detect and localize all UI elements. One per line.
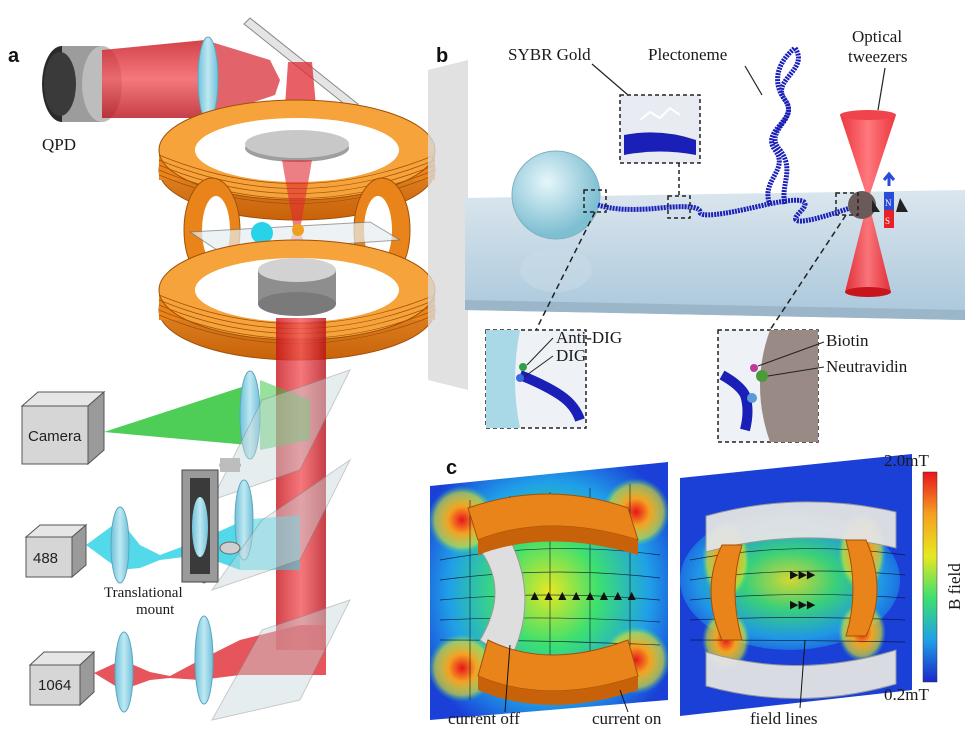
qpd-label: QPD [42,135,76,154]
magnet-north [884,192,894,210]
coil-pair-c-left [467,493,639,705]
lens-1064-1 [114,631,134,713]
fold-mirror [211,599,351,721]
field-lines-label: field lines [750,709,818,728]
lower-coil [158,239,436,361]
camera-beam [104,385,248,445]
camera-box [20,390,106,466]
svg-text:▶▶▶: ▶▶▶ [790,569,816,581]
current-off-label: current off [448,709,520,728]
translational-mount [181,458,241,583]
lens-488-3 [234,479,254,561]
laser-488-box [24,523,88,579]
sybr-zoom-box [667,195,691,219]
magnet-n-label: N [885,198,892,208]
panel-a-letter: a [8,45,20,67]
biotin-zoom-box [835,192,859,216]
lens-1064-2 [194,615,214,705]
coil-pair-c-right-bottom [705,649,897,699]
current-on-label: current on [592,709,662,728]
laser-1064-box [28,650,96,707]
plectoneme [765,44,801,206]
dichroic-mirror-2 [210,458,352,591]
mount-label-line2: mount [136,602,175,618]
qpd-beam-fold [205,40,280,118]
zoom-connector [428,60,468,390]
dig-zoom-box [583,189,607,213]
anti-dig-label: Anti-DIG [556,328,622,347]
qpd-lens [197,36,219,122]
coil-pair-c-right-top [705,501,897,553]
laser-1064-label: 1064 [38,677,71,694]
dna-tether [597,197,851,224]
laser-488-label: 488 [33,550,58,567]
tweezers-label-line1: Optical [852,27,902,46]
colorbar-title: B field [945,563,964,610]
lens-488-1 [110,506,130,584]
tweezers-label-line2: tweezers [848,47,907,66]
magnet-s-label: S [885,216,890,226]
colorbar [922,471,938,683]
svg-text:▲▲▲▲▲▲▲▲▲▲: ▲▲▲▲▲▲▲▲▲▲ [500,589,639,604]
panel-b: b N S SYBR Gold P [436,27,965,443]
mount-label-line1: Translational [104,585,183,601]
panel-c: c ▲▲▲▲▲▲▲▲▲▲ current off current on [428,451,964,728]
panel-b-letter: b [436,45,448,67]
panel-c-letter: c [446,457,457,479]
plectoneme-label: Plectoneme [648,45,727,64]
camera-label: Camera [28,428,82,445]
trapped-bead-b [848,191,876,219]
panel-a: a QPD [8,17,436,721]
qpd-beam [102,40,205,118]
dig-label: DIG [556,346,586,365]
svg-text:▶▶▶: ▶▶▶ [790,599,816,611]
neutravidin-label: Neutravidin [826,357,908,376]
magnet-south [884,210,894,228]
reference-bead [251,222,273,244]
sybr-label: SYBR Gold [508,45,591,64]
main-beam [276,318,326,650]
colorbar-max: 2.0mT [884,451,929,470]
tethered-bead [511,150,601,240]
biotin-label: Biotin [826,331,869,350]
trapped-bead [292,224,304,236]
tweezers-beam-lower [845,200,891,292]
side-coil-on-left [710,544,743,641]
colorbar-min: 0.2mT [884,685,929,704]
tweezers-beam-upper [840,115,896,200]
side-coil-on-right [845,539,878,637]
